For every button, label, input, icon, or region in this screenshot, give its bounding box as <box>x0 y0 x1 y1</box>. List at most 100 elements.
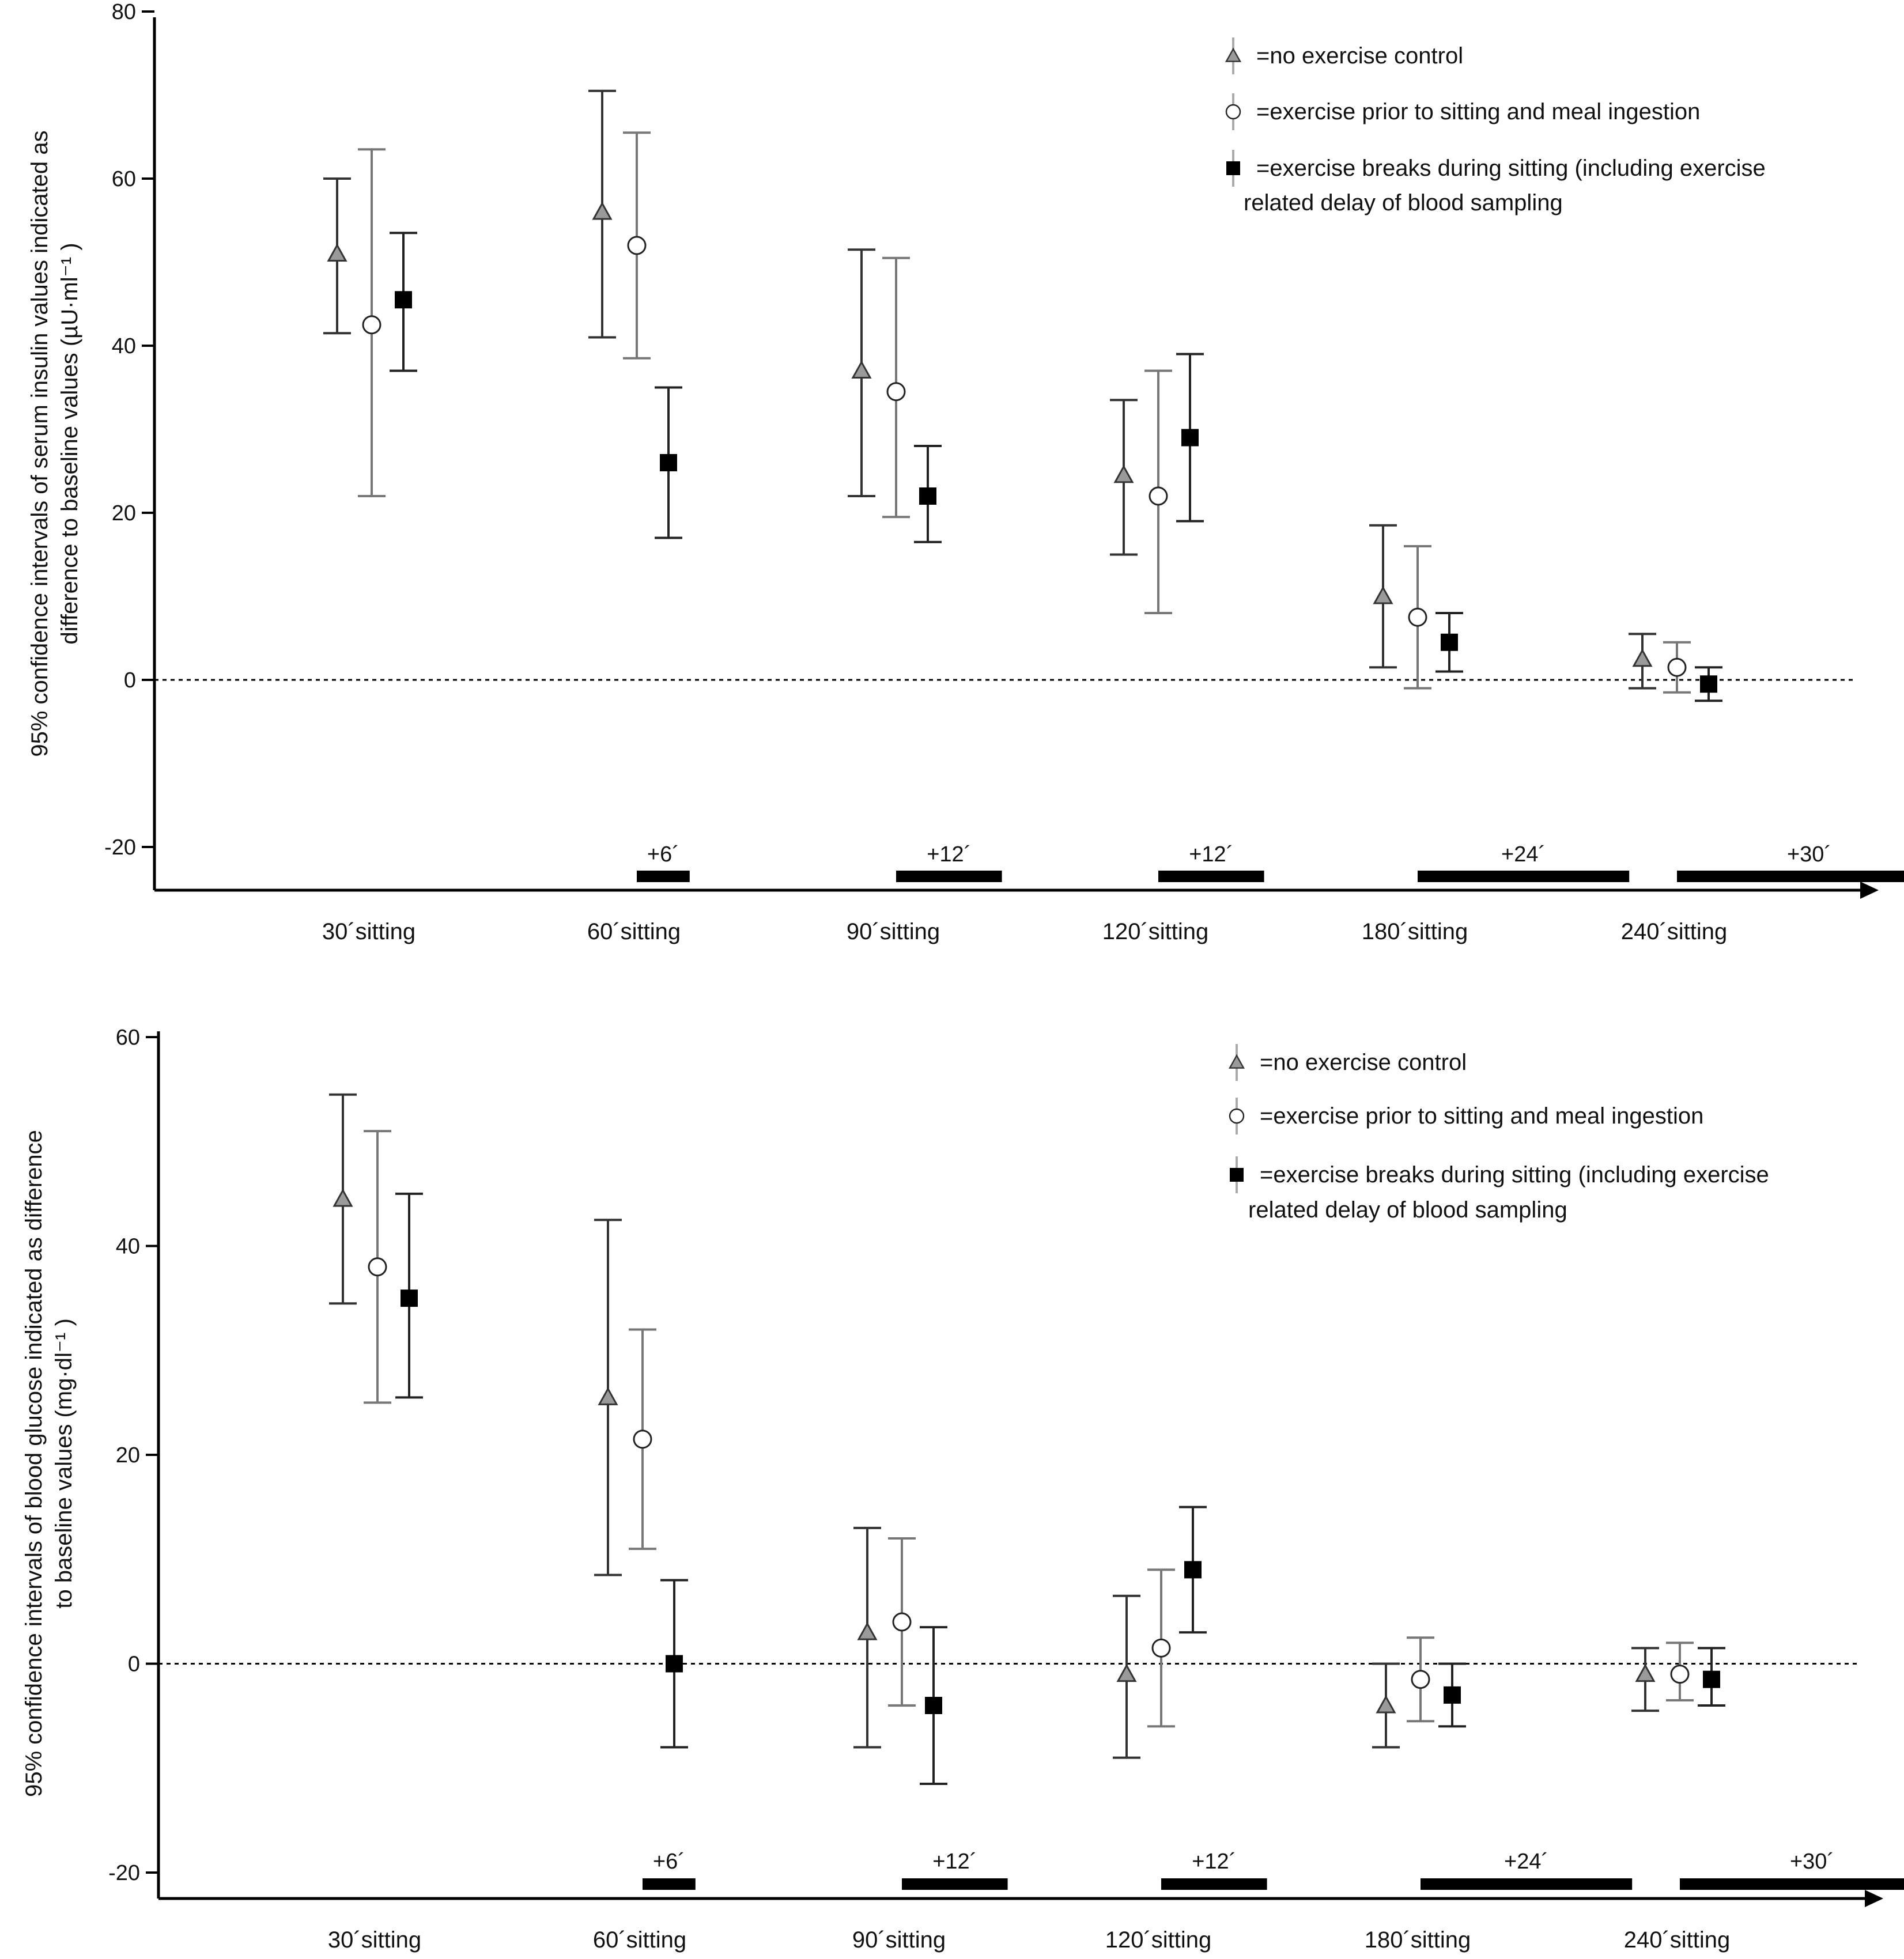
triangle-data-point <box>327 243 347 262</box>
legend-symbol <box>1226 161 1240 175</box>
y-tick-label: 20 <box>112 501 136 525</box>
y-tick-label: 0 <box>124 668 136 693</box>
y-tick-label: -20 <box>108 1861 140 1885</box>
x-category-label: 90´sitting <box>847 919 940 944</box>
legend-breaks-label-line1: =exercise breaks during sitting (includi… <box>1256 156 1766 181</box>
glucose-x-categories: 30´sitting 60´sitting 90´sitting 120´sittin… <box>328 1927 1730 1953</box>
legend-breaks-label-line2: related delay of blood sampling <box>1244 190 1563 215</box>
legend-prior-label: =exercise prior to sitting and meal inge… <box>1260 1103 1703 1129</box>
legend-breaks-marker <box>1230 1156 1244 1193</box>
x-category-label: 60´sitting <box>587 919 681 944</box>
exercise-delay-bar <box>1158 871 1264 882</box>
legend-breaks-label-line1: =exercise breaks during sitting (includi… <box>1260 1162 1769 1187</box>
square-data-point <box>1444 1686 1461 1704</box>
exercise-delay-bar <box>1680 1878 1904 1890</box>
x-category-label: 60´sitting <box>593 1927 686 1953</box>
triangle-data-point <box>333 1188 353 1207</box>
glucose-legend: =no exercise control =exercise prior to … <box>1228 1044 1769 1223</box>
x-category-label: 180´sitting <box>1365 1927 1471 1953</box>
y-tick-label: -20 <box>104 835 136 860</box>
x-category-label: 90´sitting <box>852 1927 946 1953</box>
insulin-delay-bars: +6´ +12´ +12´ +24´ +30´ <box>637 842 1904 882</box>
insulin-legend: =no exercise control =exercise prior to … <box>1225 37 1766 215</box>
glucose-series <box>329 1093 1725 1785</box>
x-category-label: 30´sitting <box>328 1927 421 1953</box>
x-category-label: 30´sitting <box>322 919 415 944</box>
x-axis-arrowhead <box>1865 1890 1883 1907</box>
legend-symbol <box>1228 1054 1245 1069</box>
exercise-delay-bar <box>1418 871 1630 882</box>
triangle-data-point <box>598 1387 618 1405</box>
glucose-y-ticks: -20 0 20 40 60 <box>108 1026 158 1885</box>
legend-control-label: =no exercise control <box>1256 43 1463 69</box>
y-tick-label: 0 <box>128 1652 140 1677</box>
glucose-delay-bars: +6´ +12´ +12´ +24´ +30´ <box>643 1850 1904 1890</box>
square-data-point <box>660 454 677 471</box>
insulin-series <box>323 89 1722 702</box>
triangle-data-point <box>1376 1695 1396 1714</box>
square-data-point <box>919 487 936 505</box>
legend-symbol <box>1225 104 1241 120</box>
y-tick-label: 80 <box>112 0 136 24</box>
exercise-delay-label: +24´ <box>1504 1850 1548 1874</box>
square-data-point <box>1181 429 1199 447</box>
legend-prior-label: =exercise prior to sitting and meal inge… <box>1256 99 1700 124</box>
insulin-x-categories: 30´sitting 60´sitting 90´sitting 120´sittin… <box>322 919 1727 944</box>
exercise-delay-label: +6´ <box>653 1850 685 1874</box>
legend-symbol <box>1225 47 1242 62</box>
square-data-point <box>1184 1561 1202 1579</box>
triangle-data-point <box>1113 464 1134 483</box>
y-tick-label: 60 <box>112 167 136 191</box>
circle-data-point <box>627 236 647 255</box>
insulin-y-ticks: -20 0 20 40 60 80 <box>104 0 154 860</box>
x-category-label: 120´sitting <box>1105 1927 1212 1953</box>
exercise-delay-bar <box>1677 871 1904 882</box>
exercise-delay-bar <box>643 1878 696 1890</box>
circle-data-point <box>1411 1670 1430 1689</box>
x-category-label: 180´sitting <box>1362 919 1468 944</box>
y-tick-label: 20 <box>116 1443 140 1468</box>
exercise-delay-bar <box>637 871 690 882</box>
square-data-point <box>1441 633 1458 651</box>
exercise-delay-label: +6´ <box>647 842 679 867</box>
circle-data-point <box>1151 1638 1171 1658</box>
triangle-data-point <box>857 1622 878 1640</box>
x-category-label: 240´sitting <box>1624 1927 1731 1953</box>
legend-symbol <box>1230 1168 1244 1182</box>
square-data-point <box>1703 1670 1720 1688</box>
legend-control-marker <box>1225 37 1242 74</box>
exercise-delay-bar <box>1421 1878 1633 1890</box>
glucose-ylabel-line2: to baseline values (mg·dl⁻¹ ) <box>51 1318 77 1609</box>
square-data-point <box>1700 675 1717 693</box>
exercise-delay-label: +30´ <box>1790 1850 1834 1874</box>
legend-breaks-marker <box>1226 150 1240 187</box>
circle-data-point <box>886 382 906 402</box>
exercise-delay-label: +12´ <box>1192 1850 1236 1874</box>
x-category-label: 120´sitting <box>1102 919 1209 944</box>
legend-control-marker <box>1228 1044 1245 1081</box>
square-data-point <box>925 1697 942 1714</box>
circle-data-point <box>368 1257 387 1277</box>
y-tick-label: 40 <box>116 1235 140 1259</box>
legend-symbol <box>1229 1108 1245 1124</box>
exercise-delay-label: +12´ <box>1189 842 1233 867</box>
glucose-ylabel-line1: 95% confidence intervals of blood glucos… <box>21 1130 47 1797</box>
circle-data-point <box>1149 486 1168 506</box>
circle-data-point <box>633 1429 652 1449</box>
y-tick-label: 60 <box>116 1026 140 1050</box>
circle-data-point <box>1670 1665 1690 1684</box>
insulin-axes <box>153 17 1879 899</box>
triangle-data-point <box>1635 1663 1656 1682</box>
legend-breaks-label-line2: related delay of blood sampling <box>1248 1197 1567 1223</box>
x-category-label: 240´sitting <box>1621 919 1728 944</box>
circle-data-point <box>892 1612 912 1632</box>
glucose-chart-panel: 95% confidence intervals of blood glucos… <box>21 1026 1904 1953</box>
exercise-delay-bar <box>902 1878 1008 1890</box>
legend-prior-marker <box>1225 93 1241 130</box>
exercise-delay-label: +12´ <box>932 1850 977 1874</box>
exercise-delay-bar <box>1161 1878 1267 1890</box>
glucose-axes <box>157 1031 1883 1907</box>
exercise-delay-bar <box>896 871 1002 882</box>
legend-prior-marker <box>1229 1098 1245 1134</box>
